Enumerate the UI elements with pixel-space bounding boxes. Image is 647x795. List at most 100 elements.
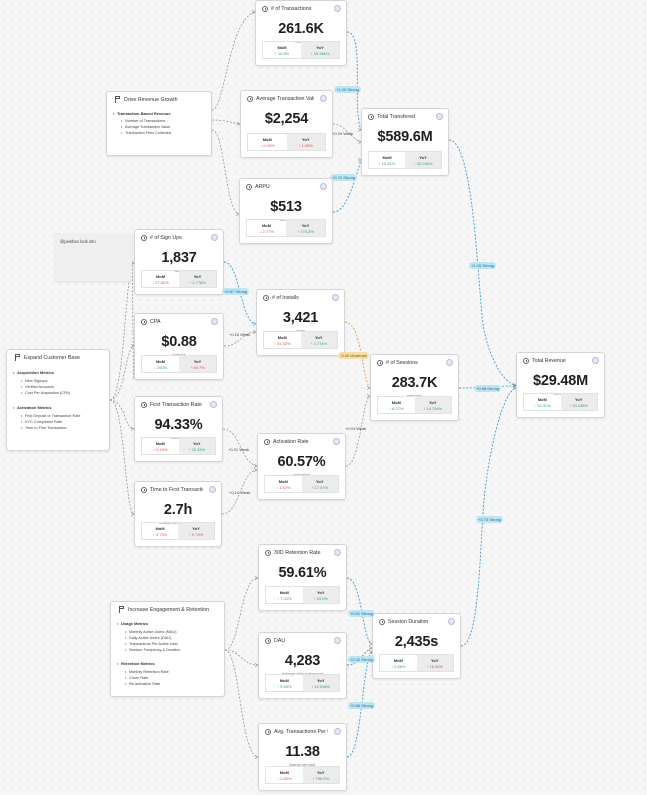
metric-card-dau[interactable]: DAU 4,283 average daily active user MoM ↑ 9.… [258, 632, 347, 699]
metric-card-activation-rate[interactable]: Activation Rate 60.57% converted MoM ↓ 1.57%… [257, 433, 346, 500]
connection-edge[interactable] [346, 31, 362, 131]
connection-edge[interactable] [223, 331, 257, 347]
metric-icon [265, 550, 271, 556]
connection-edge[interactable] [221, 469, 258, 515]
metric-subtitle: users [135, 269, 223, 273]
avatar-icon[interactable] [333, 438, 340, 445]
connection-edge[interactable] [224, 649, 259, 666]
note-increase-engagement[interactable]: Increase Engagement & Retention Usage Me… [110, 601, 225, 697]
connection-edge[interactable] [211, 119, 241, 125]
avatar-icon[interactable] [448, 618, 455, 625]
connection-edge[interactable] [222, 428, 258, 467]
connection-edge[interactable] [109, 399, 135, 515]
connection-edge[interactable] [211, 129, 240, 215]
mom-label: MoM [279, 677, 289, 683]
connection-edge[interactable] [346, 577, 373, 645]
connection-edge[interactable] [211, 11, 256, 111]
note-item: Average Transaction Value [121, 125, 170, 129]
note-drive-revenue-growth[interactable]: Drive Revenue Growth Transaction-Based R… [106, 91, 212, 156]
metric-card-avg-transaction-value[interactable]: Average Transaction Value $2,254 MoM ↓ 0.09… [240, 90, 333, 158]
avatar-icon[interactable] [209, 486, 216, 493]
connection-edge[interactable] [460, 387, 517, 647]
metric-header: Average Transaction Value [247, 96, 314, 102]
avatar-icon[interactable] [592, 357, 599, 364]
yoy-label: YoY [431, 657, 439, 663]
avatar-icon[interactable] [446, 359, 453, 366]
mom-label: MoM [155, 440, 165, 446]
sticky-note[interactable]: @peishan look into [55, 233, 132, 281]
metric-header: First Transaction Rate [141, 402, 204, 408]
avatar-icon[interactable] [334, 728, 341, 735]
mom-label: MoM [382, 154, 392, 160]
metric-value: 2.7h [163, 502, 193, 518]
mom-value: ↓ 2.69% [277, 776, 292, 781]
connection-edge[interactable] [109, 262, 135, 401]
metric-card-avg-transactions-per-user[interactable]: Avg. Transactions Per Us... 11.38 events p… [258, 723, 347, 791]
avatar-icon[interactable] [320, 183, 327, 190]
yoy-cell: YoY ↑ 796.6% [302, 767, 339, 783]
connection-edge[interactable] [109, 399, 135, 430]
metric-card-session-duration[interactable]: Session Duration 2,435s MoM ↑ 0.86% YoY ↑ 16.… [372, 613, 461, 679]
mom-label: MoM [391, 399, 401, 405]
note-item: Re-activation Rate [125, 682, 160, 686]
yoy-value: ↑ 796.6% [312, 776, 330, 781]
connection-edge[interactable] [224, 649, 259, 758]
metric-card-installs[interactable]: # of Installs 3,421 users MoM ↓ 31.52% YoY ↑ 2… [256, 289, 345, 356]
metric-card-total-revenue[interactable]: Total Revenue$29.48MformulaMoM↑ 10.41%Yo… [516, 352, 605, 418]
metric-card-30d-retention-rate[interactable]: 30D Retention Rate 59.61% MoM ↑ 7.02% YoY ↑ 4… [258, 544, 347, 611]
metric-value: 2,435s [394, 634, 439, 650]
yoy-value: ↑ 17.07% [311, 485, 329, 490]
connection-edge[interactable] [109, 345, 135, 401]
avatar-icon[interactable] [211, 318, 218, 325]
metric-header: Activation Rate [264, 439, 327, 445]
connection-edge[interactable] [332, 159, 362, 213]
metric-card-sessions[interactable]: # of Sessions 283.7K sessions MoM ↑ 6.17% YoY… [370, 354, 459, 421]
connection-edge[interactable] [131, 264, 135, 381]
connection-edge[interactable] [448, 139, 517, 386]
correlation-label: +0.42 Strong [348, 656, 376, 663]
connection-edge[interactable] [345, 395, 371, 467]
metric-title: Session Duration [388, 619, 429, 625]
metric-icon [141, 487, 147, 493]
metric-card-time-to-first-transaction[interactable]: Time to First Transaction 2.7h median time… [134, 481, 222, 547]
metric-value: $2,254 [264, 111, 309, 127]
yoy-value: ↑ 33.036% [569, 403, 589, 408]
avatar-icon[interactable] [211, 234, 218, 241]
yoy-label: YoY [192, 525, 200, 531]
mom-value: ↓ 31.52% [273, 341, 291, 346]
yoy-label: YoY [316, 478, 324, 484]
yoy-value: ↑ 1.776% [189, 280, 206, 285]
avatar-icon[interactable] [334, 549, 341, 556]
avatar-icon[interactable] [436, 113, 443, 120]
connection-edge[interactable] [224, 577, 259, 651]
connection-edge[interactable] [344, 321, 371, 389]
metric-icon [265, 729, 271, 735]
metric-card-first-transaction-rate[interactable]: First Transaction Rate94.33%convertedMoM… [134, 396, 223, 462]
metric-icon [246, 184, 252, 190]
metric-value: $29.48M [532, 373, 589, 389]
mom-label: MoM [277, 334, 287, 340]
connection-edge[interactable] [223, 261, 257, 325]
metric-card-total-transfered[interactable]: Total Transfered $589.6M MoM ↑ 10.41% YoY ↑ 3… [361, 108, 449, 176]
metric-header: DAU [265, 638, 328, 644]
metric-icon [263, 295, 269, 301]
mom-label: MoM [278, 478, 288, 484]
avatar-icon[interactable] [334, 5, 341, 12]
metric-value: 261.6K [278, 21, 324, 37]
mom-label: MoM [393, 657, 403, 663]
mom-value: ↓ 1.57% [276, 485, 291, 490]
avatar-icon[interactable] [210, 401, 217, 408]
connection-edge[interactable] [458, 385, 517, 389]
yoy-cell: YoY ↑ 14.706% [414, 397, 451, 413]
avatar-icon[interactable] [320, 95, 327, 102]
metric-card-cpa[interactable]: CPA $0.88 formula MoM ↓ 290% YoY ↑ 69.7% [134, 313, 224, 380]
avatar-icon[interactable] [334, 637, 341, 644]
metric-card-arpu[interactable]: ARPU$513formulaMoM↓ 2.77%YoY↑ 775.3% [239, 178, 333, 244]
note-item: Monthly Retention Rate [125, 670, 169, 674]
avatar-icon[interactable] [332, 294, 339, 301]
mom-cell: MoM ↑ 7.02% [266, 587, 303, 603]
note-expand-customer-base[interactable]: Expand Customer Base Acquisition Metrics… [6, 349, 110, 451]
metric-header: # of Transactions [262, 6, 328, 12]
